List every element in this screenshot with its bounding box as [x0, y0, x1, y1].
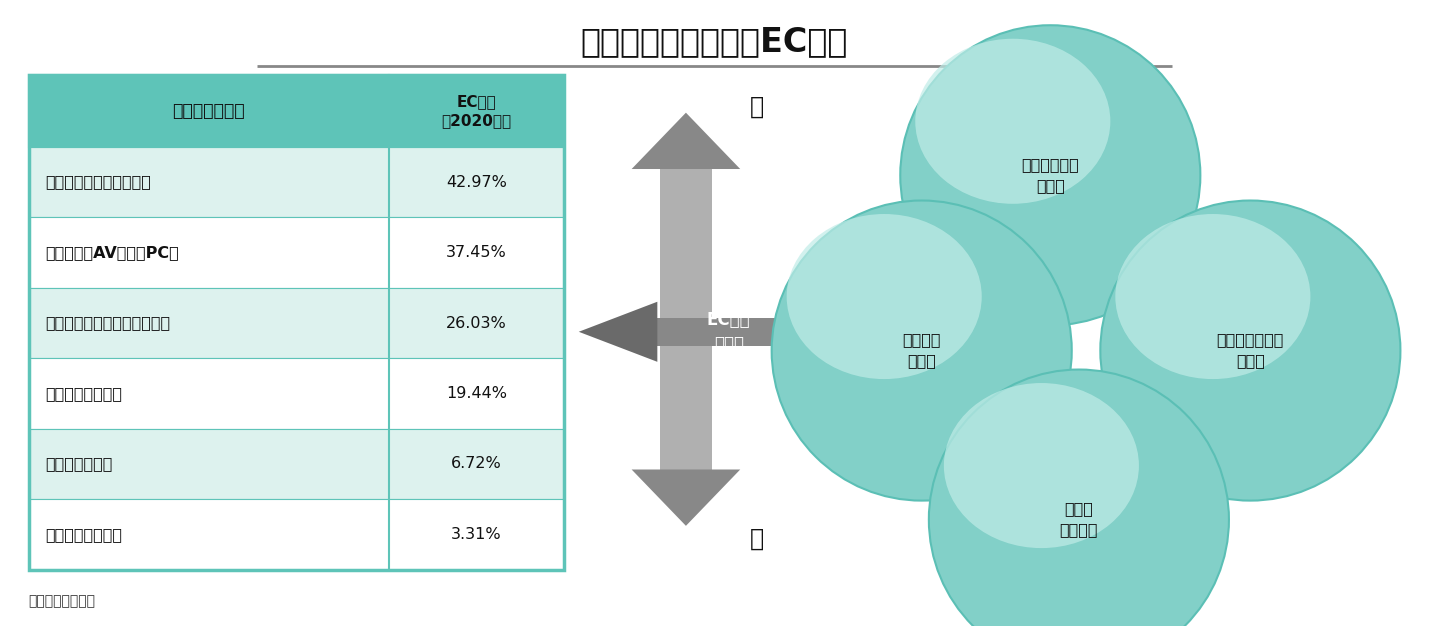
- Polygon shape: [579, 302, 657, 362]
- FancyBboxPatch shape: [660, 169, 712, 470]
- FancyBboxPatch shape: [29, 147, 564, 217]
- Text: 書籍、映像・音楽ソフト: 書籍、映像・音楽ソフト: [46, 175, 151, 190]
- Text: 生活家電、AV機器、PC等: 生活家電、AV機器、PC等: [46, 245, 180, 260]
- Ellipse shape: [772, 200, 1072, 501]
- Text: 化粧品、医薬品: 化粧品、医薬品: [46, 456, 113, 471]
- Text: 19.44%: 19.44%: [446, 386, 507, 401]
- Text: 生活雑貨、家具、インテリア: 生活雑貨、家具、インテリア: [46, 316, 171, 331]
- Ellipse shape: [1100, 200, 1400, 501]
- Polygon shape: [632, 113, 740, 169]
- Text: その他
個別要因: その他 個別要因: [1060, 501, 1097, 538]
- Text: 流通構造
の相違: 流通構造 の相違: [903, 332, 940, 369]
- Text: 衣類、服装雑貨等: 衣類、服装雑貨等: [46, 386, 123, 401]
- FancyBboxPatch shape: [29, 499, 564, 570]
- Ellipse shape: [915, 39, 1110, 204]
- Text: 3.31%: 3.31%: [452, 527, 502, 542]
- Ellipse shape: [786, 214, 982, 379]
- FancyBboxPatch shape: [29, 358, 564, 429]
- Text: 出所：経済産業省: 出所：経済産業省: [29, 594, 96, 608]
- Text: 6.72%: 6.72%: [452, 456, 502, 471]
- FancyBboxPatch shape: [29, 429, 564, 499]
- Text: 高: 高: [750, 95, 765, 118]
- Text: EC化率
の相違: EC化率 の相違: [707, 311, 750, 352]
- Text: 「財の特性」
の相違: 「財の特性」 の相違: [1022, 157, 1079, 193]
- Text: 商取引市場規模
の相違: 商取引市場規模 の相違: [1216, 332, 1285, 369]
- Ellipse shape: [1115, 214, 1310, 379]
- FancyBboxPatch shape: [29, 75, 564, 147]
- Text: 商品カテゴリー別のEC化率: 商品カテゴリー別のEC化率: [580, 25, 849, 58]
- Text: EC化率
（2020年）: EC化率 （2020年）: [442, 94, 512, 128]
- FancyBboxPatch shape: [29, 217, 564, 288]
- Text: 食品、飲料、酒類: 食品、飲料、酒類: [46, 527, 123, 542]
- Text: 商品カテゴリー: 商品カテゴリー: [173, 102, 244, 120]
- Ellipse shape: [943, 383, 1139, 548]
- Text: 低: 低: [750, 526, 765, 550]
- Ellipse shape: [900, 25, 1200, 326]
- Text: 37.45%: 37.45%: [446, 245, 507, 260]
- Ellipse shape: [929, 369, 1229, 626]
- FancyBboxPatch shape: [657, 318, 807, 346]
- Polygon shape: [632, 470, 740, 526]
- Text: 42.97%: 42.97%: [446, 175, 507, 190]
- Text: 26.03%: 26.03%: [446, 316, 507, 331]
- FancyBboxPatch shape: [29, 288, 564, 358]
